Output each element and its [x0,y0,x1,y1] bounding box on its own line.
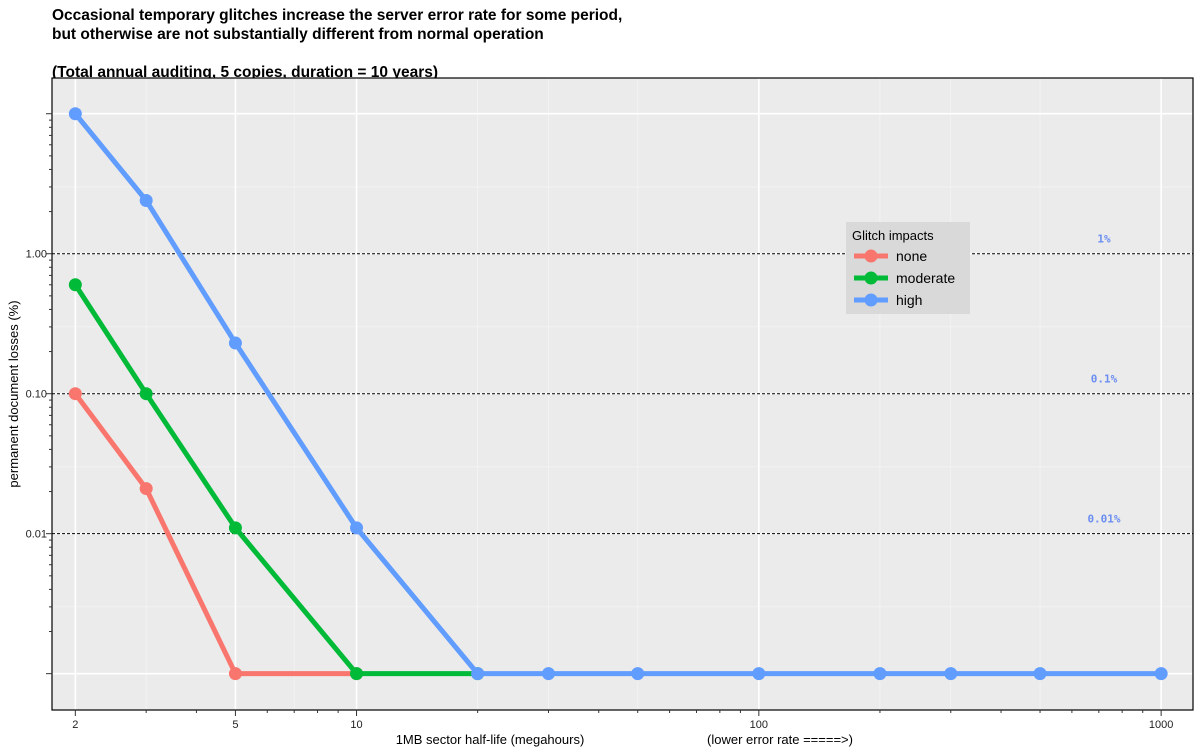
data-point-high [873,667,887,681]
y-tick-label: 1.00 [26,249,47,261]
x-axis-title: 1MB sector half-life (megahours) [396,732,585,747]
legend-swatch-point [864,271,878,285]
x-tick-label: 100 [750,719,768,731]
data-point-high [1154,667,1168,681]
x-tick-label: 2 [72,719,78,731]
data-point-high [350,521,364,535]
series-high [68,107,1168,681]
chart-subtitle: (Total annual auditing, 5 copies, durati… [52,64,439,81]
series-line-none [72,391,360,677]
legend-label: none [896,248,927,264]
chart-title: Occasional temporary glitches increase t… [52,7,623,24]
reference-line-label: 1% [1097,233,1111,246]
x-axis-note: (lower error rate =====>) [707,732,853,747]
legend-label: high [896,292,922,308]
y-axis-title: permanent document losses (%) [6,300,21,487]
reference-line-label: 0.01% [1087,513,1120,526]
data-point-none [68,387,82,401]
data-point-moderate [350,667,364,681]
legend-item-moderate: moderate [854,270,955,286]
data-point-none [228,667,242,681]
data-point-high [228,336,242,350]
y-axis: 0.01 0.10 1.00 [26,113,52,675]
legend-title: Glitch impacts [852,228,934,243]
x-tick-label: 10 [350,719,362,731]
series-layer [68,107,1168,681]
chart-title-line-2: but otherwise are not substantially diff… [52,26,544,43]
data-point-high [68,107,82,121]
data-point-high [139,193,153,207]
series-line-high [72,111,1164,677]
data-point-moderate [228,521,242,535]
legend-item-none: none [854,248,927,264]
chart-title-block: Occasional temporary glitches increase t… [52,6,1152,82]
data-point-moderate [139,387,153,401]
x-axis: 2 5 10 100 1000 [72,710,1173,731]
y-tick-label: 0.01 [26,529,47,541]
data-point-high [541,667,555,681]
data-point-high [471,667,485,681]
legend-swatch-point [864,293,878,307]
data-point-none [139,482,153,496]
x-tick-label: 5 [232,719,238,731]
data-point-moderate [68,278,82,292]
data-point-high [1033,667,1047,681]
data-point-high [631,667,645,681]
y-tick-label: 0.10 [26,389,47,401]
legend-swatch-point [864,249,878,263]
legend-item-high: high [854,292,922,308]
legend-label: moderate [896,270,955,286]
data-point-high [752,667,766,681]
legend: Glitch impacts none moderate high [846,222,970,314]
reference-line-label: 0.1% [1091,373,1118,386]
data-point-high [944,667,958,681]
x-tick-label: 1000 [1149,719,1173,731]
